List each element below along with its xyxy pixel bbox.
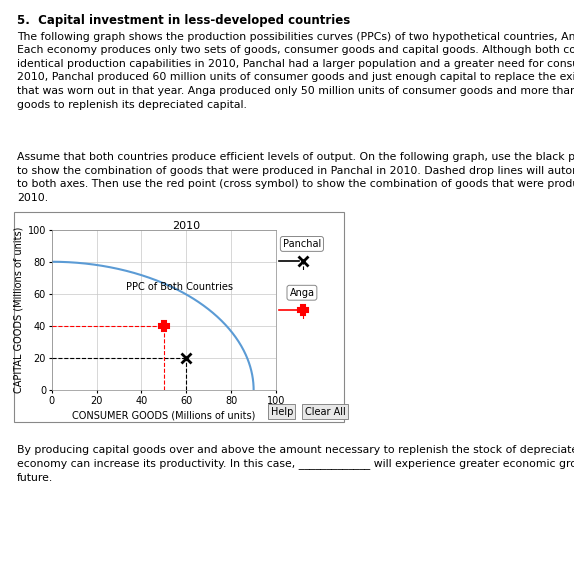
X-axis label: CONSUMER GOODS (Millions of units): CONSUMER GOODS (Millions of units) [72,410,255,420]
Text: By producing capital goods over and above the amount necessary to replenish the : By producing capital goods over and abov… [17,445,574,483]
Text: Panchal: Panchal [283,239,321,249]
Text: Help: Help [271,406,293,417]
Text: Anga: Anga [289,288,315,298]
Y-axis label: CAPITAL GOODS (Millions of units): CAPITAL GOODS (Millions of units) [14,227,24,393]
Text: PPC of Both Countries: PPC of Both Countries [126,282,232,293]
Text: Assume that both countries produce efficient levels of output. On the following : Assume that both countries produce effic… [17,152,574,203]
Text: 5.  Capital investment in less-developed countries: 5. Capital investment in less-developed … [17,14,351,28]
Text: Clear All: Clear All [305,406,345,417]
Text: The following graph shows the production possibilities curves (PPCs) of two hypo: The following graph shows the production… [17,32,574,110]
Text: 2010: 2010 [172,221,200,231]
